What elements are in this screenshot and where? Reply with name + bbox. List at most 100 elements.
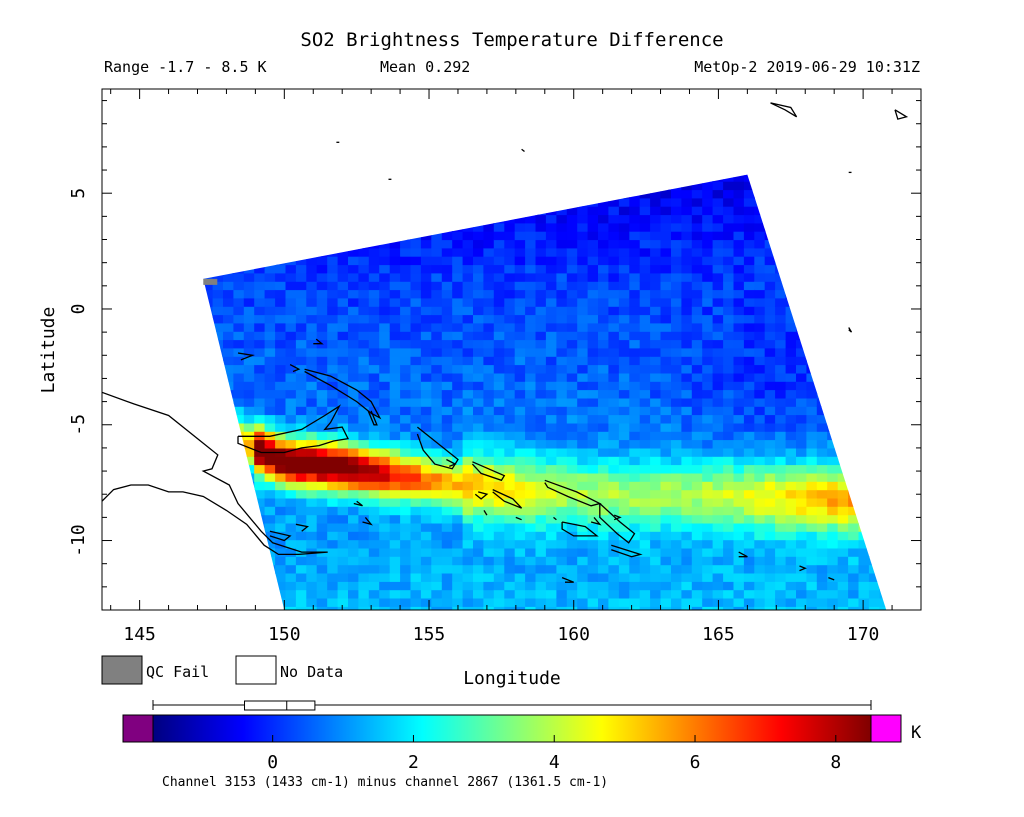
swath-pixel — [264, 306, 276, 316]
swath-pixel — [858, 564, 870, 574]
swath-pixel — [420, 606, 432, 610]
swath-pixel — [192, 206, 203, 215]
swath-pixel — [796, 456, 807, 466]
swath-pixel — [629, 339, 641, 349]
swath-pixel — [420, 314, 432, 324]
swath-pixel — [400, 331, 412, 341]
swath-pixel — [639, 339, 651, 349]
swath-pixel — [441, 181, 453, 191]
swath-pixel — [556, 556, 568, 566]
swath-pixel — [785, 464, 797, 474]
swath-pixel — [639, 489, 651, 499]
swath-pixel — [816, 239, 828, 249]
swath-pixel — [587, 481, 599, 491]
swath-pixel — [754, 573, 766, 582]
swath-pixel — [358, 431, 370, 441]
swath-pixel — [702, 439, 714, 449]
swath-pixel — [848, 506, 860, 516]
swath-pixel — [608, 214, 620, 224]
swath-pixel — [639, 181, 651, 191]
coastline — [894, 109, 909, 120]
swath-pixel — [483, 456, 495, 466]
swath-pixel — [868, 514, 880, 524]
swath-pixel — [650, 381, 662, 391]
swath-pixel — [577, 165, 588, 174]
swath-pixel — [275, 573, 287, 582]
swath-pixel — [192, 498, 203, 507]
swath-pixel — [254, 231, 266, 241]
swath-pixel — [671, 239, 682, 249]
swath-pixel — [243, 581, 255, 591]
swath-pixel — [764, 206, 776, 216]
swath-pixel — [275, 472, 287, 482]
swath-pixel — [733, 431, 745, 441]
swath-pixel — [691, 289, 703, 299]
swath-pixel — [483, 206, 495, 216]
swath-pixel — [275, 289, 287, 299]
swath-pixel — [868, 564, 880, 574]
swath-pixel — [691, 506, 703, 516]
swath-pixel — [816, 189, 828, 199]
swath-pixel — [264, 573, 276, 582]
swath-pixel — [525, 322, 537, 332]
swath-pixel — [504, 256, 516, 266]
swath-pixel — [264, 522, 276, 532]
swath-pixel — [827, 297, 839, 307]
swath-pixel — [306, 256, 318, 266]
swath-pixel — [816, 331, 828, 341]
swath-pixel — [368, 189, 380, 199]
swath-pixel — [598, 514, 609, 524]
swath-pixel — [306, 589, 318, 599]
swath-pixel — [233, 522, 245, 532]
x-tick-label: 155 — [413, 624, 446, 645]
swath-pixel — [368, 531, 380, 541]
swath-pixel — [295, 181, 307, 191]
swath-pixel — [816, 397, 828, 407]
swath-pixel — [306, 422, 318, 432]
swath-pixel — [598, 222, 609, 232]
swath-pixel — [379, 481, 391, 491]
swath-pixel — [691, 497, 703, 507]
swath-pixel — [806, 456, 818, 466]
swath-pixel — [368, 297, 380, 307]
swath-pixel — [858, 606, 870, 610]
swath-pixel — [764, 589, 776, 599]
swath-pixel — [410, 206, 422, 216]
swath-pixel — [806, 489, 818, 499]
swath-pixel — [410, 589, 422, 599]
boxplot-box — [244, 700, 316, 711]
x-tick-label: 145 — [123, 624, 156, 645]
swath-pixel — [535, 414, 547, 424]
swath-pixel — [858, 539, 870, 549]
swath-pixel — [400, 197, 412, 207]
swath-pixel — [671, 598, 682, 607]
swath-pixel — [566, 414, 578, 424]
swath-pixel — [483, 547, 495, 557]
swath-pixel — [556, 314, 568, 324]
swath-pixel — [264, 556, 276, 566]
swath-pixel — [890, 165, 901, 174]
swath-pixel — [598, 414, 609, 424]
swath-pixel — [192, 248, 203, 257]
swath-pixel — [223, 356, 234, 366]
swath-pixel — [295, 606, 307, 610]
swath-pixel — [504, 156, 515, 165]
swath-pixel — [785, 314, 797, 324]
swath-pixel — [764, 197, 776, 207]
coastline — [474, 491, 489, 500]
swath-pixel — [243, 297, 255, 307]
swath-pixel — [420, 356, 432, 366]
swath-pixel — [796, 356, 807, 366]
swath-pixel — [389, 447, 401, 457]
swath-pixel — [535, 447, 547, 457]
swath-pixel — [441, 297, 453, 307]
swath-pixel — [452, 406, 464, 416]
swath-pixel — [203, 314, 214, 324]
swath-pixel — [368, 556, 380, 566]
swath-pixel — [295, 389, 307, 399]
swath-pixel — [327, 447, 339, 457]
swath-pixel — [671, 306, 682, 316]
swath-pixel — [243, 464, 255, 474]
swath-pixel — [379, 372, 391, 382]
swath-pixel — [608, 189, 620, 199]
